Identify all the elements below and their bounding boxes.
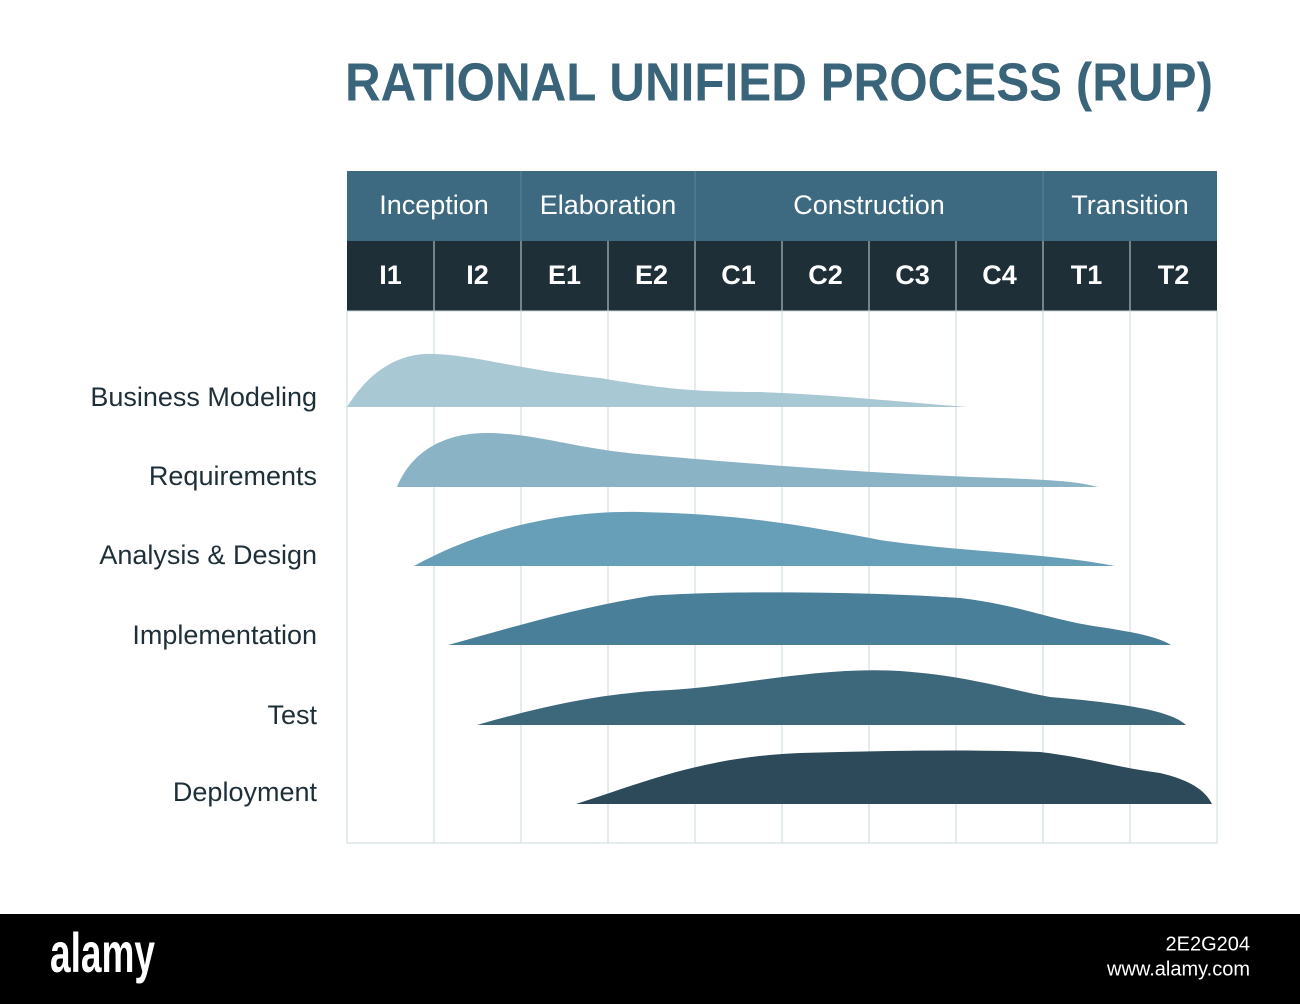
footer-url: www.alamy.com: [1106, 958, 1250, 980]
phase-row: [347, 171, 1217, 241]
phase-label: Transition: [1071, 190, 1189, 220]
iteration-label: C4: [982, 260, 1017, 290]
discipline-label: Test: [267, 700, 317, 730]
discipline-label: Implementation: [132, 620, 317, 650]
footer-brand: alamy: [50, 921, 155, 984]
grid: Inception Elaboration Construction Transiti…: [346, 171, 1218, 844]
discipline-label: Analysis & Design: [99, 540, 317, 570]
iteration-label: I1: [379, 260, 402, 290]
hump: [448, 592, 1171, 645]
discipline-label: Requirements: [149, 461, 317, 491]
iteration-label: E1: [548, 260, 581, 290]
iteration-label: I2: [466, 260, 489, 290]
phase-label: Construction: [793, 190, 945, 220]
iteration-label: E2: [635, 260, 668, 290]
iteration-label: C1: [721, 260, 756, 290]
hump: [477, 670, 1186, 725]
iteration-label: C3: [895, 260, 930, 290]
iteration-label: T2: [1158, 260, 1190, 290]
hump: [576, 750, 1212, 804]
iteration-label: T1: [1071, 260, 1103, 290]
phase-label: Inception: [379, 190, 489, 220]
discipline-label: Business Modeling: [90, 382, 317, 412]
hump: [397, 432, 1098, 487]
hump: [347, 353, 968, 407]
phase-label: Elaboration: [540, 190, 677, 220]
title: RATIONAL UNIFIED PROCESS (RUP): [345, 52, 1213, 112]
workload-humps: [347, 353, 1212, 804]
iteration-label: C2: [808, 260, 843, 290]
discipline-label: Deployment: [173, 777, 318, 807]
footer-band: [0, 914, 1300, 1004]
footer-image-id: 2E2G204: [1165, 933, 1250, 955]
hump: [414, 511, 1115, 566]
